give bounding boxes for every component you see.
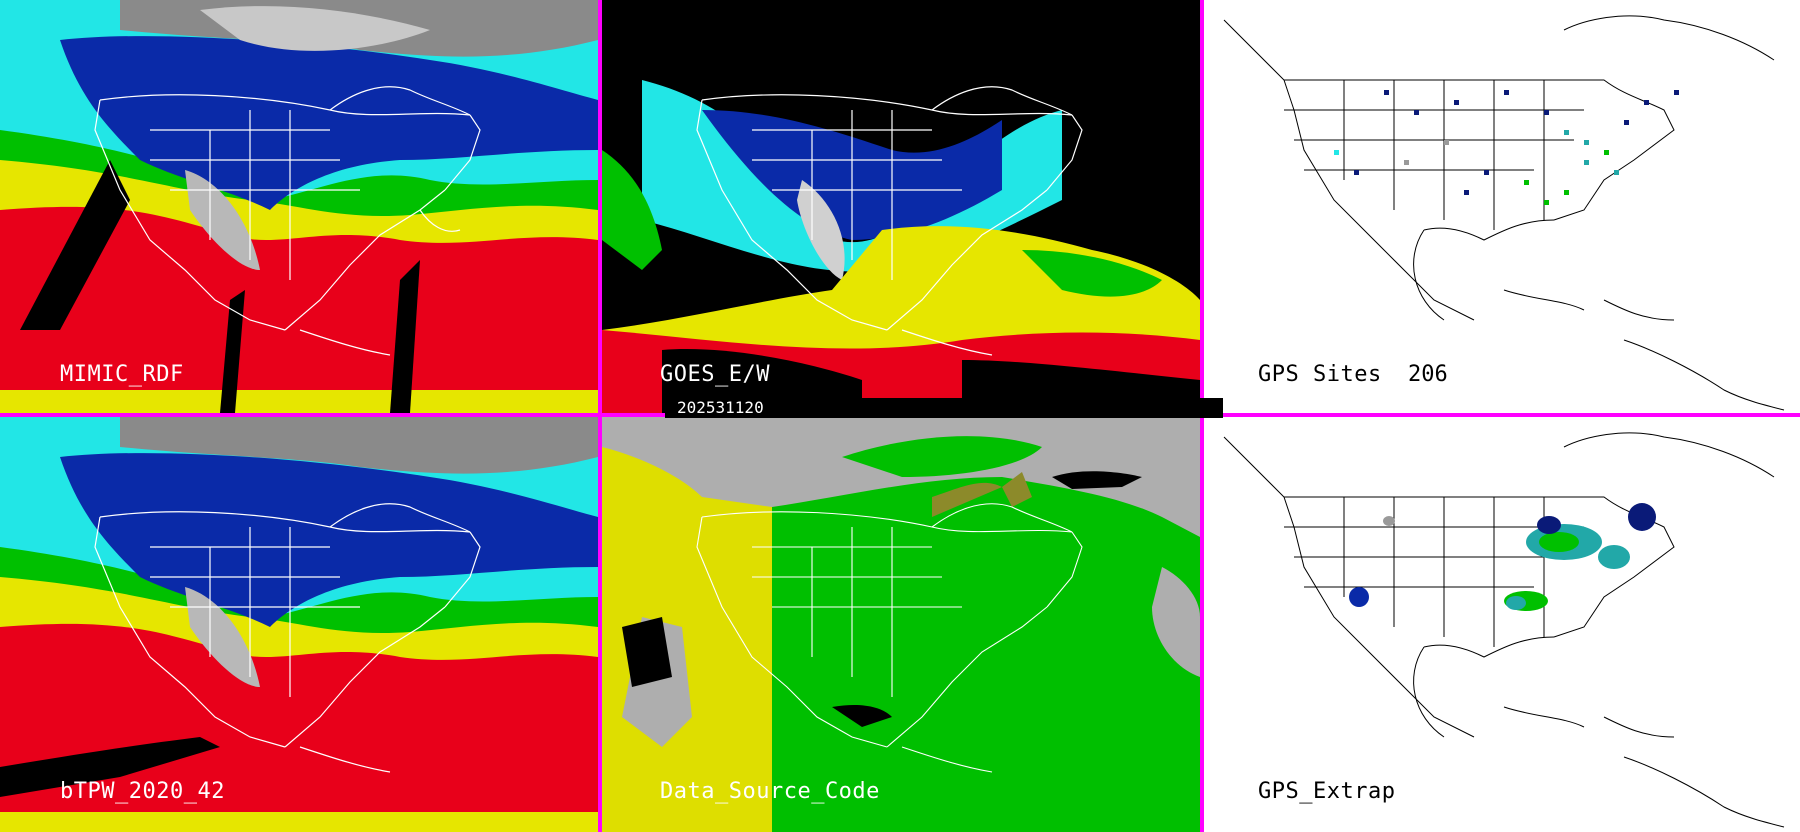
goes-ew-panel: GOES_E/W (602, 0, 1200, 413)
gps-sites-count: 206 (1408, 362, 1448, 387)
gps-site-markers (1334, 90, 1679, 205)
gps-sites-panel: GPS Sites 206 (1204, 0, 1800, 413)
vertical-divider-left (598, 0, 602, 832)
goes-ew-map (602, 0, 1200, 413)
gps-extrap-blobs (1349, 503, 1656, 611)
gps-extrap-map (1223, 432, 1785, 828)
data-source-map (602, 417, 1200, 832)
mimic-rdf-panel: MIMIC_RDF (0, 0, 598, 413)
goes-ew-label: GOES_E/W (660, 362, 770, 387)
data-source-panel: Data_Source_Code (602, 417, 1200, 832)
gps-sites-label: GPS Sites (1258, 362, 1382, 387)
btpw-panel: bTPW_2020_42 (0, 417, 598, 832)
gps-extrap-label: GPS_Extrap (1258, 779, 1396, 804)
btpw-map (0, 417, 598, 832)
gps-sites-map (1223, 15, 1785, 411)
data-source-label: Data_Source_Code (660, 779, 880, 804)
timestamp-bar: 202531120 (665, 398, 1223, 418)
btpw-label: bTPW_2020_42 (60, 779, 225, 804)
mimic-rdf-map (0, 0, 598, 413)
gps-extrap-panel: GPS_Extrap (1204, 417, 1800, 832)
mimic-rdf-label: MIMIC_RDF (60, 362, 184, 387)
